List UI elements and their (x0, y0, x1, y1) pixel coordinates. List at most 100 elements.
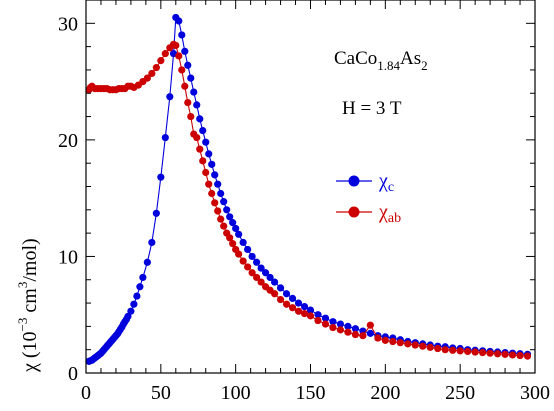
data-point-series-0 (344, 322, 352, 330)
data-point-series-0 (235, 230, 243, 238)
data-point-series-0 (232, 224, 240, 233)
data-point-series-1 (214, 207, 222, 215)
data-point-series-1 (257, 278, 265, 286)
data-point-series-0 (351, 325, 359, 333)
y-axis-title: χ (10−3 cm3/mol) (15, 238, 41, 373)
data-point-series-1 (288, 304, 297, 312)
data-point-series-0 (257, 264, 265, 272)
data-point-series-0 (175, 17, 183, 25)
data-point-series-1 (404, 340, 412, 348)
data-point-series-1 (441, 346, 449, 354)
data-point-series-0 (294, 299, 303, 307)
data-point-series-1 (493, 350, 502, 358)
data-point-series-1 (152, 64, 160, 72)
data-point-series-1 (419, 342, 427, 350)
data-point-series-1 (336, 326, 345, 334)
data-point-series-0 (300, 302, 309, 311)
data-point-series-0 (161, 133, 169, 142)
data-point-series-1 (329, 323, 337, 332)
data-point-series-1 (314, 316, 322, 325)
data-point-series-1 (381, 336, 389, 344)
data-point-series-1 (344, 328, 352, 336)
data-point-series-0 (184, 61, 192, 69)
data-point-series-0 (178, 31, 186, 39)
legend-marker-chi-ab (348, 206, 360, 218)
data-point-series-0 (329, 318, 337, 326)
data-point-series-1 (359, 332, 367, 340)
data-point-series-1 (253, 273, 261, 282)
data-point-series-0 (148, 238, 156, 247)
data-point-series-0 (248, 252, 256, 261)
data-point-series-1 (199, 157, 207, 165)
data-point-series-1 (229, 240, 237, 248)
data-point-series-0 (266, 273, 274, 282)
data-point-series-1 (226, 234, 234, 242)
data-point-series-0 (139, 273, 147, 282)
data-point-series-0 (196, 115, 204, 123)
data-point-series-1 (143, 74, 151, 82)
data-point-series-0 (306, 306, 315, 314)
data-point-series-0 (244, 245, 252, 254)
axes: 0 50 100 150 200 250 300 0 10 20 30 (58, 0, 550, 404)
data-point-series-1 (434, 344, 442, 353)
data-point-series-0 (262, 269, 270, 277)
data-point-series-1 (187, 112, 195, 121)
data-point-series-1 (479, 349, 487, 357)
x-tick-label: 150 (296, 382, 326, 404)
data-point-series-0 (199, 126, 207, 135)
data-point-series-0 (187, 74, 195, 82)
data-point-series-1 (178, 66, 186, 74)
data-point-series-0 (217, 189, 225, 198)
data-point-series-0 (270, 278, 279, 286)
data-point-series-0 (276, 284, 285, 292)
x-tick-label: 100 (221, 382, 251, 404)
data-point-series-1 (300, 309, 309, 318)
data-point-series-0 (181, 47, 189, 55)
data-point-series-0 (211, 171, 219, 179)
x-tick-label: 50 (151, 382, 171, 404)
data-point-series-1 (205, 180, 213, 188)
data-point-series-1 (396, 339, 404, 347)
data-point-series-1 (389, 337, 397, 346)
data-point-series-0 (321, 314, 330, 322)
data-point-series-0 (282, 290, 291, 298)
data-point-series-1 (193, 133, 201, 142)
x-tick-label: 300 (520, 382, 550, 404)
data-point-series-1 (351, 330, 359, 339)
data-point-series-0 (208, 160, 216, 168)
data-point-series-1 (276, 295, 285, 304)
data-point-series-1 (516, 351, 524, 360)
data-point-series-0 (288, 294, 297, 302)
data-point-series-0 (314, 311, 322, 319)
data-point-series-1 (181, 82, 189, 90)
data-point-series-1 (508, 351, 517, 359)
x-tick-label: 250 (445, 382, 475, 404)
field-label: H = 3 T (342, 98, 402, 119)
data-point-series-1 (208, 189, 216, 198)
data-point-series-0 (193, 101, 201, 109)
data-point-series-1 (366, 321, 374, 329)
x-tick-label: 0 (81, 382, 91, 404)
data-point-series-0 (205, 150, 213, 158)
legend-label-chi-c: χc (378, 170, 394, 195)
data-point-series-0 (202, 138, 210, 146)
data-point-series-1 (217, 215, 225, 223)
data-point-series-1 (486, 349, 494, 357)
data-point-series-1 (374, 334, 382, 342)
data-point-series-1 (239, 257, 247, 265)
plot-area (85, 13, 532, 365)
data-point-series-0 (220, 198, 228, 206)
data-point-series-0 (190, 88, 198, 96)
data-point-series-1 (211, 199, 219, 207)
data-point-series-0 (239, 238, 247, 247)
x-tick-label: 200 (370, 382, 400, 404)
compound-label: CaCo1.84As2 (334, 48, 428, 73)
y-tick-label: 0 (68, 363, 78, 385)
data-point-series-1 (321, 320, 330, 328)
data-point-series-1 (523, 352, 532, 360)
data-point-series-0 (152, 209, 160, 217)
data-point-series-1 (244, 263, 252, 271)
legend-marker-chi-c (348, 175, 360, 187)
legend-label-chi-ab: χab (378, 201, 401, 226)
